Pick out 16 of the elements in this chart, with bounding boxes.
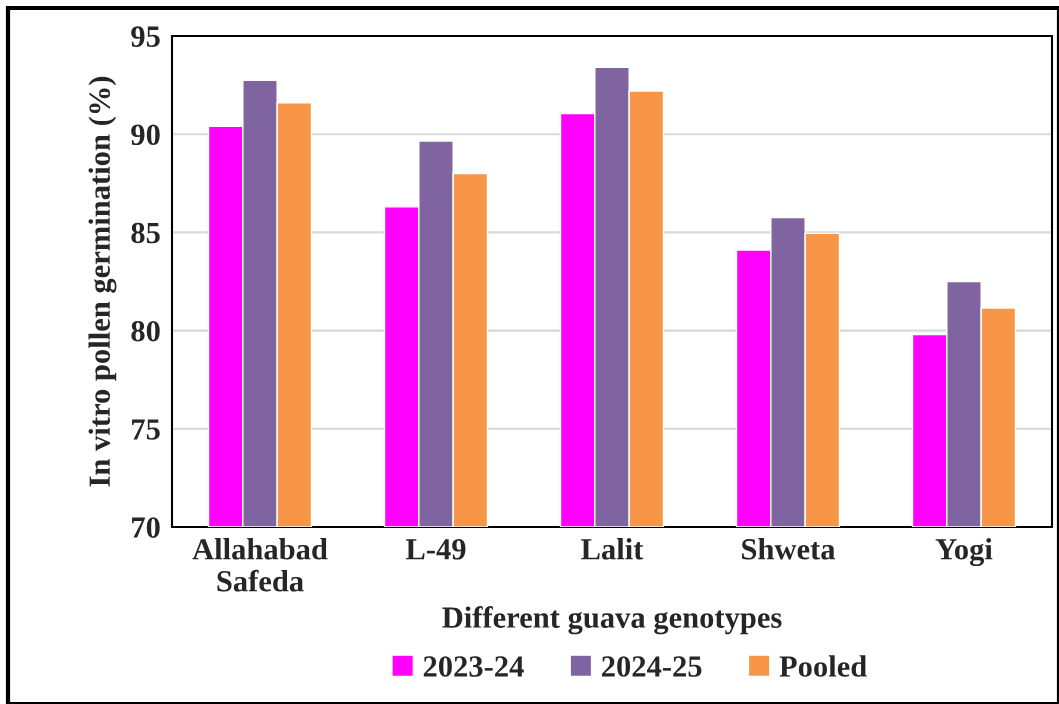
y-tick-label: 90	[131, 124, 160, 146]
x-tick-label: Allahabad Safeda	[192, 538, 328, 592]
x-tick-label: Lalit	[581, 538, 644, 560]
y-tick-label: 95	[131, 26, 160, 47]
y-axis-title: In vitro pollen germination (%)	[88, 76, 117, 487]
x-tick-label: Shweta	[742, 538, 836, 560]
x-tick-label: Yogi	[935, 538, 993, 567]
legend-label: 2023-24	[423, 656, 524, 677]
legend-label: Pooled	[779, 655, 867, 677]
y-tick-label: 70	[132, 517, 160, 538]
x-tick-label: L-49	[405, 539, 466, 560]
legend-label: 2024-25	[602, 656, 702, 677]
y-tick-label: 80	[131, 320, 160, 342]
y-tick-label: 85	[131, 222, 160, 244]
x-axis-title: Different guava genotypes	[442, 606, 782, 635]
y-tick-label: 75	[132, 419, 160, 440]
